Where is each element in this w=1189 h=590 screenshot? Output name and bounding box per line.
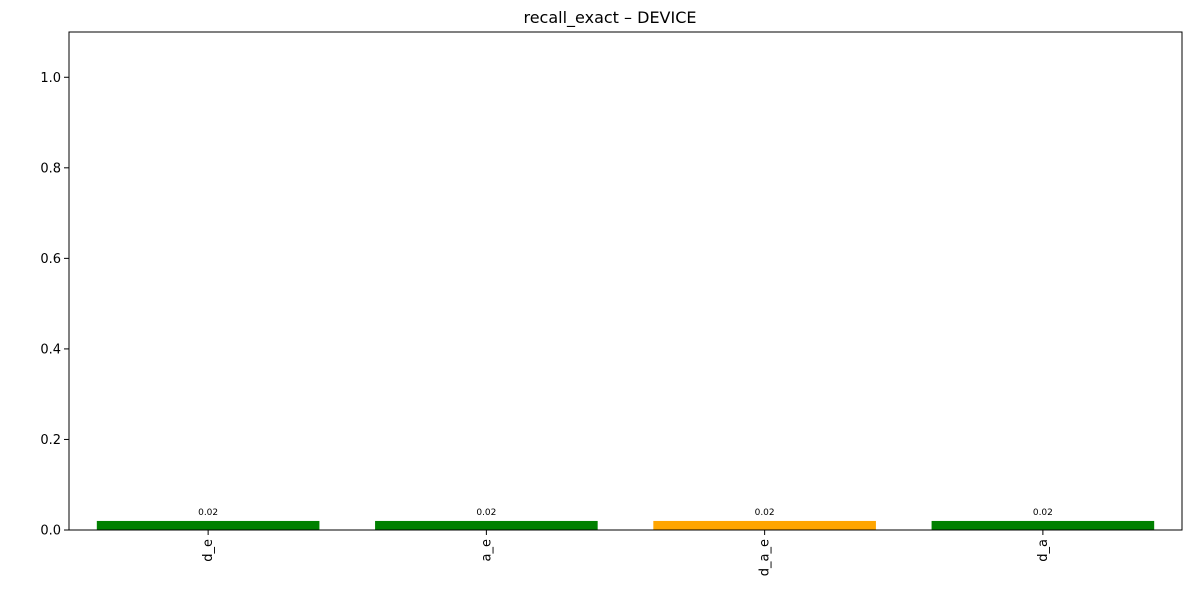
x-tick-label-d_e: d_e bbox=[201, 539, 216, 562]
y-tick-label-2: 0.4 bbox=[40, 342, 61, 357]
data-label-d_a_e: 0.02 bbox=[755, 508, 775, 518]
bar-a_e bbox=[375, 520, 598, 530]
plot-area: 0.02 d_e 0.02 a_e 0.02 d_a_e 0.02 d_a 0.0 0.2 0.4 0… bbox=[40, 31, 1183, 576]
y-tick-label-1: 0.2 bbox=[40, 433, 61, 448]
plot-frame bbox=[68, 31, 1183, 531]
y-tick-label-0: 0.0 bbox=[40, 524, 61, 539]
x-tick-label-a_e: a_e bbox=[479, 539, 494, 561]
bar-d_a bbox=[931, 520, 1155, 530]
x-tick-label-d_a: d_a bbox=[1036, 539, 1051, 562]
y-tick-label-4: 0.8 bbox=[40, 161, 61, 176]
bar-d_a_e bbox=[653, 520, 876, 530]
data-label-a_e: 0.02 bbox=[476, 508, 496, 518]
data-label-d_e: 0.02 bbox=[198, 508, 218, 518]
x-tick-label-d_a_e: d_a_e bbox=[758, 539, 773, 576]
y-tick-label-3: 0.6 bbox=[40, 252, 61, 267]
data-label-d_a: 0.02 bbox=[1033, 508, 1053, 518]
bar-d_e bbox=[96, 520, 320, 530]
chart-title: recall_exact – DEVICE bbox=[523, 8, 696, 28]
y-tick-label-5: 1.0 bbox=[40, 71, 61, 86]
